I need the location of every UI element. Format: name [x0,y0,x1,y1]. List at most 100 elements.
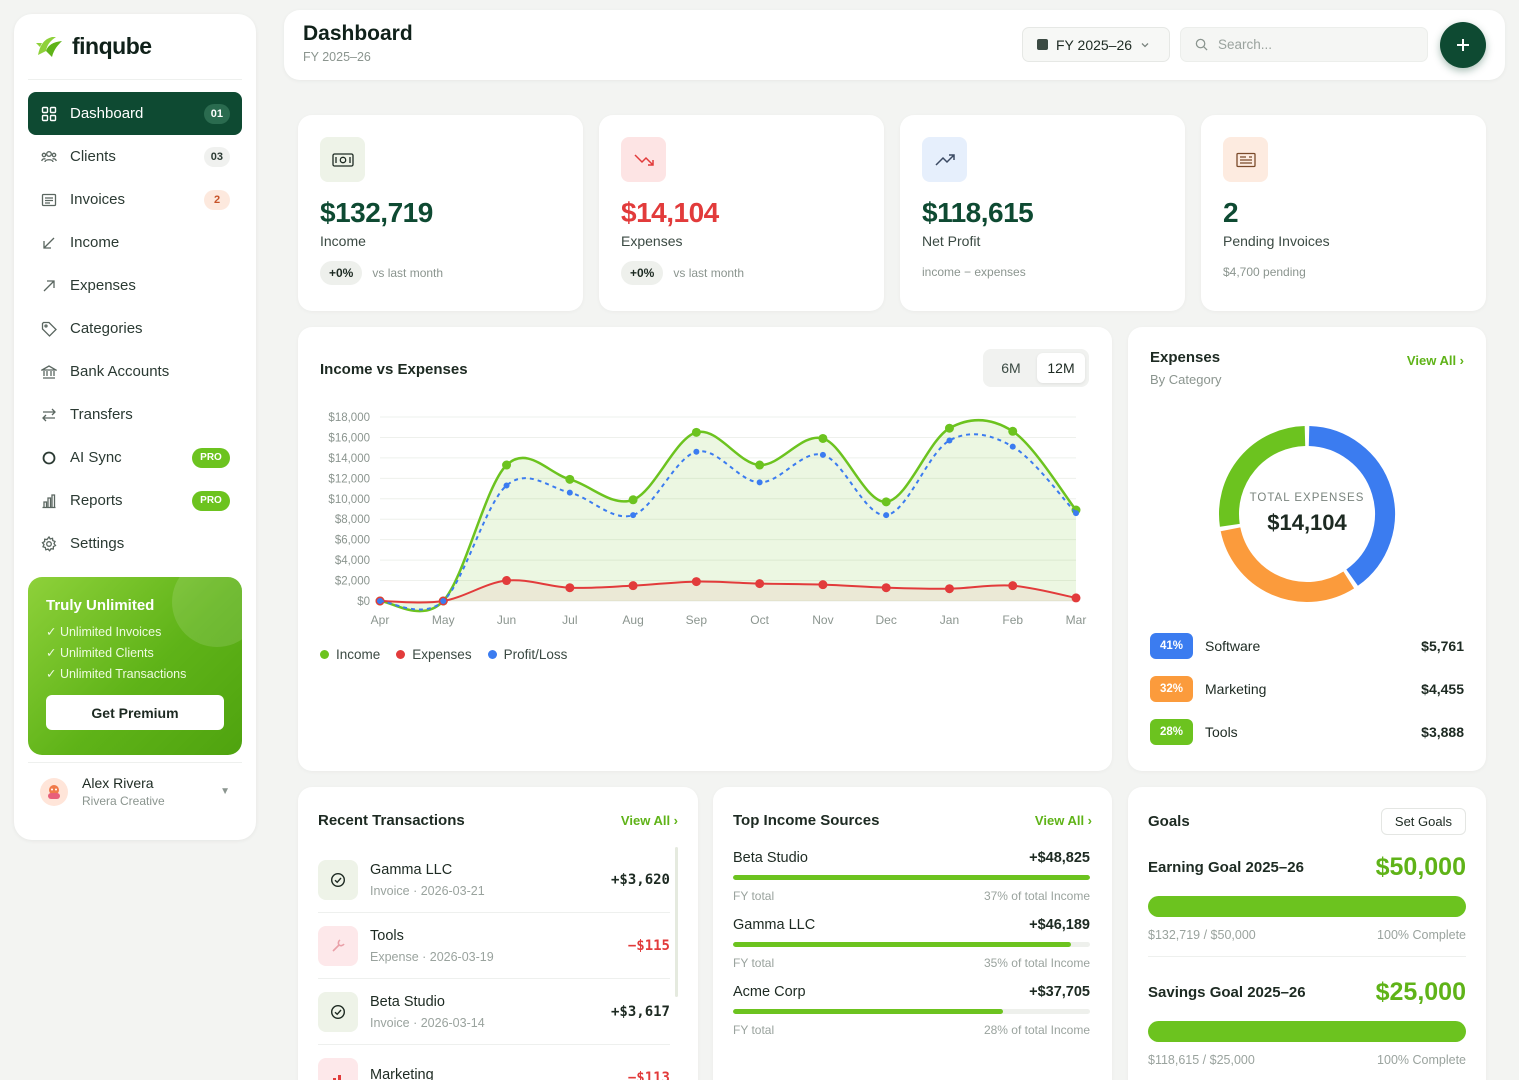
sidebar-item-ai-sync[interactable]: AI Sync PRO [28,436,242,479]
sidebar-item-label: AI Sync [70,449,122,466]
sidebar-item-clients[interactable]: Clients 03 [28,135,242,178]
area-income [380,420,1076,612]
sidebar-item-bank-accounts[interactable]: Bank Accounts [28,350,242,393]
stat-value: $118,615 [922,197,1034,228]
nav-count-badge: 01 [203,103,230,124]
sidebar-item-reports[interactable]: Reports PRO [28,479,242,522]
income-source-row[interactable]: Acme Corp +$37,705 FY total 28% of total I… [733,984,1090,1037]
arrow-up-right-icon [40,277,58,295]
data-point-income [565,474,575,484]
brand-logo[interactable]: finqube [28,14,242,80]
transaction-row[interactable]: Beta Studio Invoice · 2026-03-14 +$3,617 [318,979,670,1045]
megaphone-icon [318,1058,358,1080]
card-subtitle: By Category [1150,372,1222,387]
category-amount: $5,761 [1421,638,1464,654]
card-title: Top Income Sources [733,812,880,829]
income-source-row[interactable]: Gamma LLC +$46,189 FY total 35% of total I… [733,917,1090,970]
donut-slice-marketing[interactable] [1220,527,1355,602]
sidebar-item-invoices[interactable]: Invoices 2 [28,178,242,221]
sidebar-item-dashboard[interactable]: Dashboard 01 [28,92,242,135]
percent-badge: 28% [1150,719,1193,745]
range-6m-button[interactable]: 6M [1001,360,1021,376]
sidebar-item-label: Expenses [70,277,136,294]
add-button[interactable] [1440,22,1486,68]
fiscal-year-select[interactable]: FY 2025–26 [1022,27,1170,62]
data-point-profit-loss [503,482,510,489]
sidebar-item-categories[interactable]: Categories [28,307,242,350]
get-premium-button[interactable]: Get Premium [46,695,224,730]
goal-complete: 100% Complete [1377,1053,1466,1067]
data-point-profit-loss [756,479,763,486]
sidebar-item-label: Clients [70,148,116,165]
percent-badge: 32% [1150,676,1193,702]
stat-footnote: income − expenses [922,265,1026,279]
avatar [40,777,68,806]
sidebar-item-transfers[interactable]: Transfers [28,393,242,436]
source-sub: FY total [733,889,775,903]
transaction-row[interactable]: Gamma LLC Invoice · 2026-03-21 +$3,620 [318,847,670,913]
bank-icon [40,363,58,381]
trend-up-icon [922,137,967,182]
data-point-income [944,423,954,433]
goal-progress: $132,719 / $50,000 [1148,928,1256,942]
promo-title: Truly Unlimited [46,597,155,614]
search-icon [1195,38,1208,51]
data-point-profit-loss [693,448,700,455]
transaction-amount: +$3,620 [610,871,670,888]
card-title: Goals [1148,813,1190,830]
transaction-row[interactable]: Tools Expense · 2026-03-19 −$115 [318,913,670,979]
source-share: 37% of total Income [983,889,1090,903]
y-tick-label: $10,000 [328,494,370,506]
transaction-name: Tools [370,927,404,944]
scrollbar[interactable] [675,847,678,997]
data-point-profit-loss [566,489,573,496]
data-point-expenses [565,583,575,593]
view-all-link[interactable]: View All › [620,813,678,828]
bar-chart-icon [40,492,58,510]
range-12m-button[interactable]: 12M [1037,353,1085,383]
x-tick-label: Apr [371,613,390,627]
set-goals-button[interactable]: Set Goals [1380,808,1466,835]
recent-transactions-card: Recent Transactions View All › Gamma LLC… [298,787,698,1080]
transaction-name: Beta Studio [370,993,445,1010]
source-name: Beta Studio [733,850,808,866]
transaction-row[interactable]: Marketing −$113 [318,1045,670,1080]
data-point-profit-loss [883,512,890,519]
donut-slice-software[interactable] [1308,426,1395,586]
income-expenses-chart: $0 $2,000 $4,000 $6,000 $8,000 $10,000 $12,000… [328,412,1087,627]
stat-value: 2 [1223,197,1239,228]
search-input[interactable] [1218,37,1398,52]
chevron-down-icon[interactable]: ▼ [220,786,230,797]
sidebar-item-expenses[interactable]: Expenses [28,264,242,307]
user-profile[interactable]: Alex Rivera Rivera Creative ▼ [28,762,242,820]
pro-badge: PRO [192,447,230,468]
chart-legend: Income Expenses Profit/Loss [320,647,567,662]
pro-badge: PRO [192,490,230,511]
sidebar-item-label: Categories [70,320,143,337]
category-row-software[interactable]: 41% Software $5,761 [1150,633,1464,659]
x-tick-label: Mar [1066,613,1087,627]
category-row-tools[interactable]: 28% Tools $3,888 [1150,719,1464,745]
data-point-income [628,495,638,505]
data-point-profit-loss [377,598,383,604]
transaction-meta: Invoice · 2026-03-14 [370,1015,485,1030]
y-tick-label: $16,000 [328,432,370,444]
data-point-expenses [944,584,954,594]
stat-footnote: vs last month [372,266,444,280]
source-name: Acme Corp [733,984,806,1000]
view-all-link[interactable]: View All › [1406,353,1464,368]
data-point-income [691,427,701,437]
card-title: Recent Transactions [318,812,465,829]
goal-target: $50,000 [1375,853,1466,881]
donut-value: $14,104 [1267,510,1347,535]
sidebar-item-settings[interactable]: Settings [28,522,242,565]
category-row-marketing[interactable]: 32% Marketing $4,455 [1150,676,1464,702]
change-chip: +0% [621,261,664,285]
sidebar-item-income[interactable]: Income [28,221,242,264]
view-all-link[interactable]: View All › [1034,813,1092,828]
income-source-row[interactable]: Beta Studio +$48,825 FY total 37% of total… [733,850,1090,903]
donut-slice-tools[interactable] [1219,426,1306,527]
data-point-expenses [881,583,891,593]
stat-footnote: vs last month [673,266,745,280]
range-toggle: 6M 12M [983,349,1089,387]
